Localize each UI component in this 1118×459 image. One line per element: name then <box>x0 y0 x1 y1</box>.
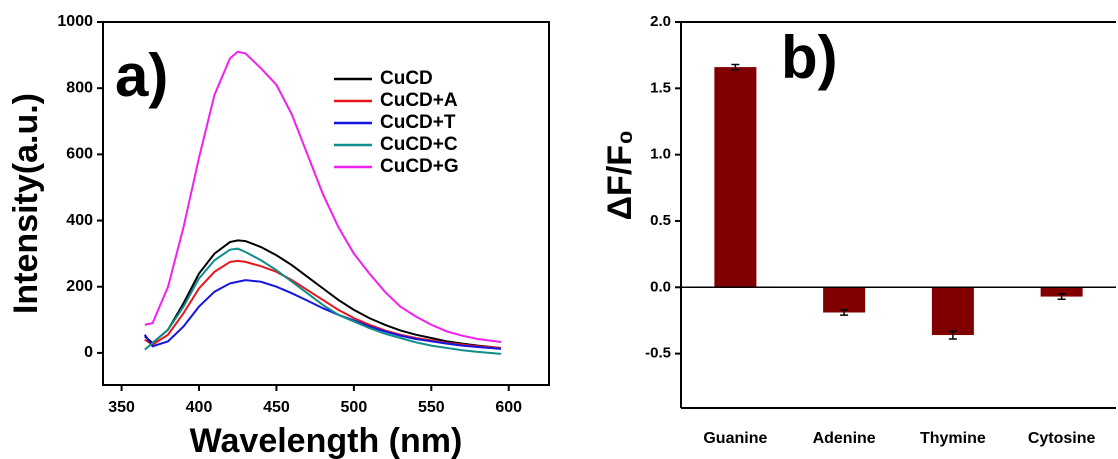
x-tick-label: Adenine <box>813 430 876 447</box>
x-tick-label: 550 <box>418 399 445 416</box>
legend-label: CuCD+T <box>380 112 456 133</box>
x-tick-label: Cytosine <box>1028 430 1096 447</box>
series-line <box>144 50 502 343</box>
panel-label: b) <box>781 24 838 91</box>
y-tick-label: 1.5 <box>650 79 671 96</box>
bar <box>931 287 974 336</box>
x-axis-label: Wavelength (nm) <box>190 422 463 459</box>
legend-label: CuCD+C <box>380 134 458 155</box>
x-tick-label: 450 <box>263 399 290 416</box>
plot-frame <box>102 21 550 386</box>
error-bar <box>840 309 849 316</box>
x-tick-label: 500 <box>341 399 368 416</box>
y-tick-label: 0.0 <box>650 278 671 295</box>
x-tick-label: 400 <box>186 399 213 416</box>
panel-label: a) <box>115 42 168 109</box>
error-bar <box>1057 293 1066 300</box>
y-tick-label: 400 <box>66 212 93 229</box>
y-tick-label: 1000 <box>57 13 93 30</box>
series-line <box>143 279 502 350</box>
y-tick-label: 200 <box>66 278 93 295</box>
x-tick-label: Guanine <box>703 430 767 447</box>
legend-label: CuCD+G <box>380 156 459 177</box>
legend-label: CuCD+A <box>380 90 458 111</box>
y-axis-label: Intensity(a.u.) <box>7 93 45 314</box>
y-tick-label: 2.0 <box>650 13 671 30</box>
bar <box>823 287 866 313</box>
error-bar <box>948 330 957 340</box>
y-tick-label: -0.5 <box>645 345 671 362</box>
y-tick-label: 800 <box>66 79 93 96</box>
y-tick-label: 0 <box>84 344 93 361</box>
x-tick-label: 350 <box>108 399 135 416</box>
series-line <box>144 239 502 349</box>
error-bar <box>731 63 740 71</box>
series-line <box>144 247 502 355</box>
y-tick-label: 600 <box>66 146 93 163</box>
y-tick-label: 1.0 <box>650 146 671 163</box>
y-axis-label: ΔF/F₀ <box>601 130 639 221</box>
x-tick-label: Thymine <box>920 430 986 447</box>
x-tick-label: 600 <box>495 399 522 416</box>
y-tick-label: 0.5 <box>650 212 671 229</box>
bar <box>714 67 757 288</box>
bar <box>1040 287 1083 297</box>
legend-label: CuCD <box>380 68 433 89</box>
